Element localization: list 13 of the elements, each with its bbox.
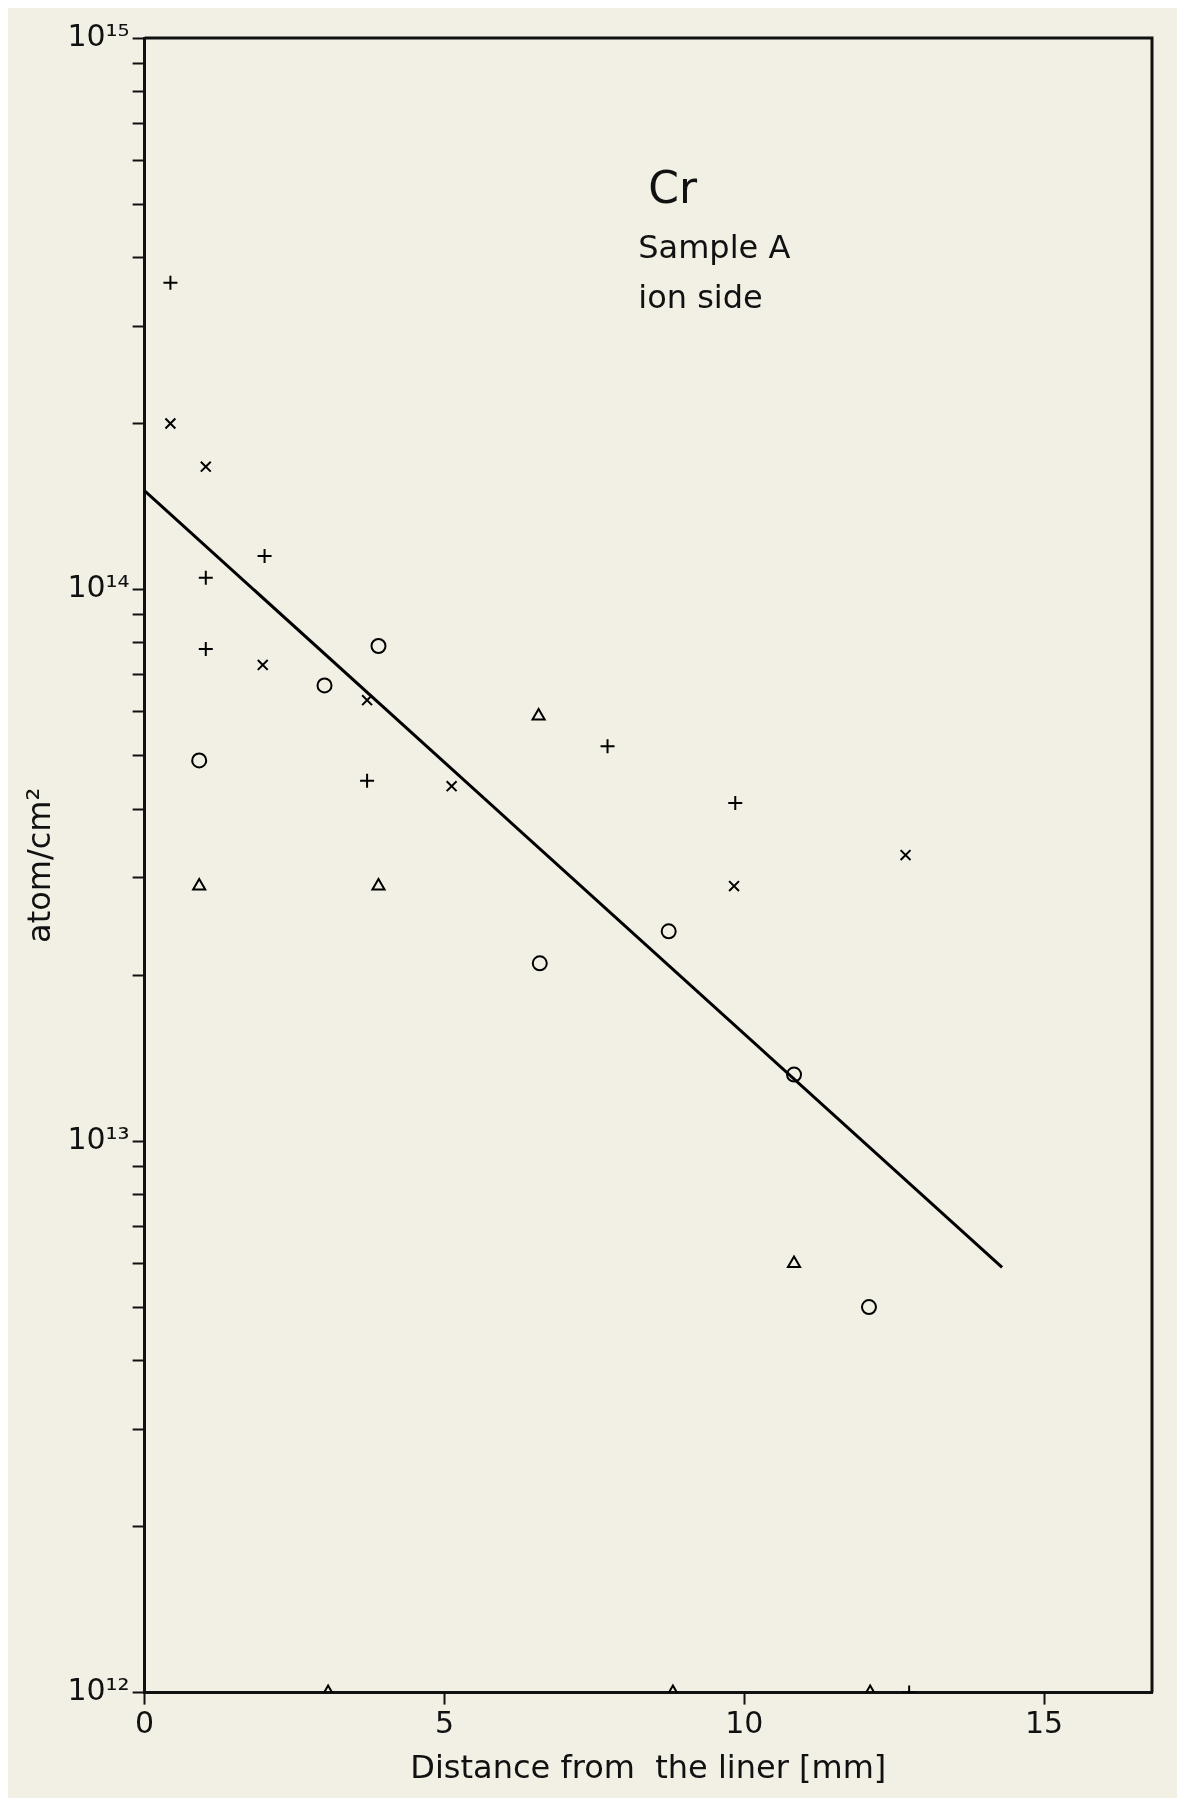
annotation: Cr bbox=[648, 162, 699, 213]
x-tick-label: 5 bbox=[434, 1705, 454, 1741]
annotation: ion side bbox=[638, 278, 763, 316]
x-tick-label: 0 bbox=[135, 1705, 155, 1741]
y-tick-label: 10¹⁵ bbox=[67, 17, 130, 53]
y-tick-label: 10¹² bbox=[67, 1672, 130, 1708]
x-tick-label: 10 bbox=[725, 1705, 764, 1741]
y-axis-title: atom/cm² bbox=[19, 787, 58, 943]
y-tick-label: 10¹⁴ bbox=[67, 569, 130, 605]
x-axis-title: Distance from the liner [mm] bbox=[410, 1748, 887, 1787]
x-tick-label: 15 bbox=[1024, 1705, 1064, 1741]
y-tick-label: 10¹³ bbox=[67, 1120, 130, 1156]
annotation: Sample A bbox=[638, 228, 791, 266]
